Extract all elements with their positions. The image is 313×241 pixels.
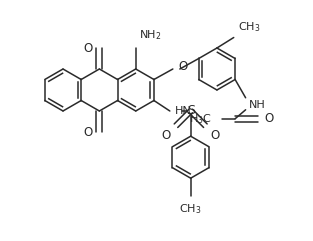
Text: O: O: [162, 129, 171, 142]
Text: CH$_3$: CH$_3$: [179, 202, 202, 216]
Text: CH$_3$: CH$_3$: [238, 21, 260, 34]
Text: O: O: [83, 126, 92, 139]
Text: HN: HN: [175, 106, 192, 116]
Text: NH$_2$: NH$_2$: [139, 28, 161, 42]
Text: H$_3$C: H$_3$C: [189, 112, 212, 126]
Text: NH: NH: [249, 100, 265, 110]
Text: O: O: [210, 129, 220, 142]
Text: O: O: [264, 112, 274, 125]
Text: O: O: [179, 60, 188, 74]
Text: S: S: [187, 105, 195, 118]
Text: O: O: [83, 41, 92, 54]
